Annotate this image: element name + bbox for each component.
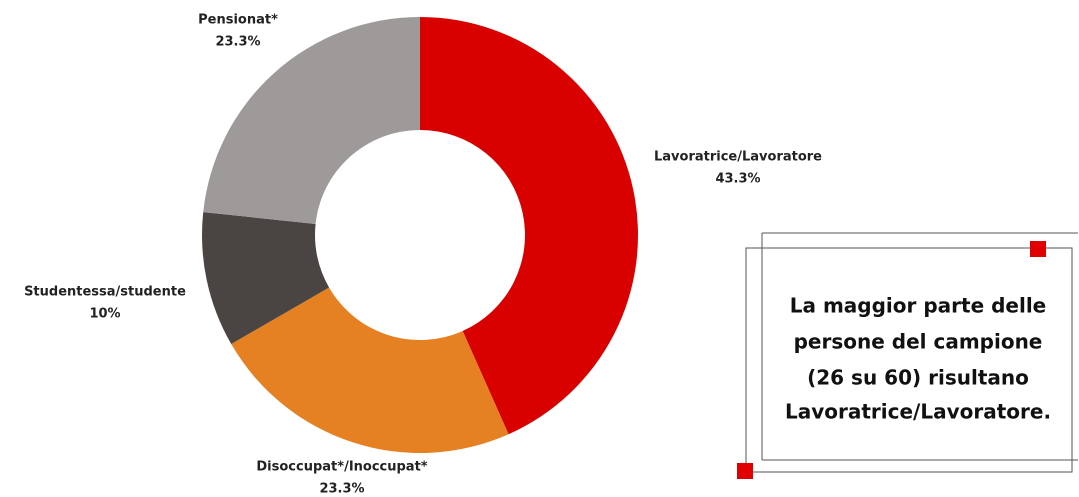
annotation-line: persone del campione xyxy=(794,330,1043,354)
slice-value: 23.3% xyxy=(319,482,364,497)
slice-value: 43.3% xyxy=(715,172,760,187)
annotation-line: La maggior parte delle xyxy=(790,294,1047,318)
slice xyxy=(201,212,330,344)
slice-value: 10% xyxy=(89,307,120,322)
slice xyxy=(231,287,509,453)
annotation-line: Lavoratrice/Lavoratore. xyxy=(785,400,1051,424)
slice-value: 23.3% xyxy=(215,35,260,50)
annotation-line: (26 su 60) risultano xyxy=(807,366,1029,390)
slice-label: Disoccupat*/Inoccupat* xyxy=(256,460,427,475)
slice-label: Studentessa/studente xyxy=(24,285,186,300)
annotation-box xyxy=(737,232,1078,479)
slice xyxy=(203,17,420,224)
slice-label: Pensionat* xyxy=(198,13,278,28)
slice xyxy=(420,17,638,435)
slice-label: Lavoratrice/Lavoratore xyxy=(654,150,822,165)
